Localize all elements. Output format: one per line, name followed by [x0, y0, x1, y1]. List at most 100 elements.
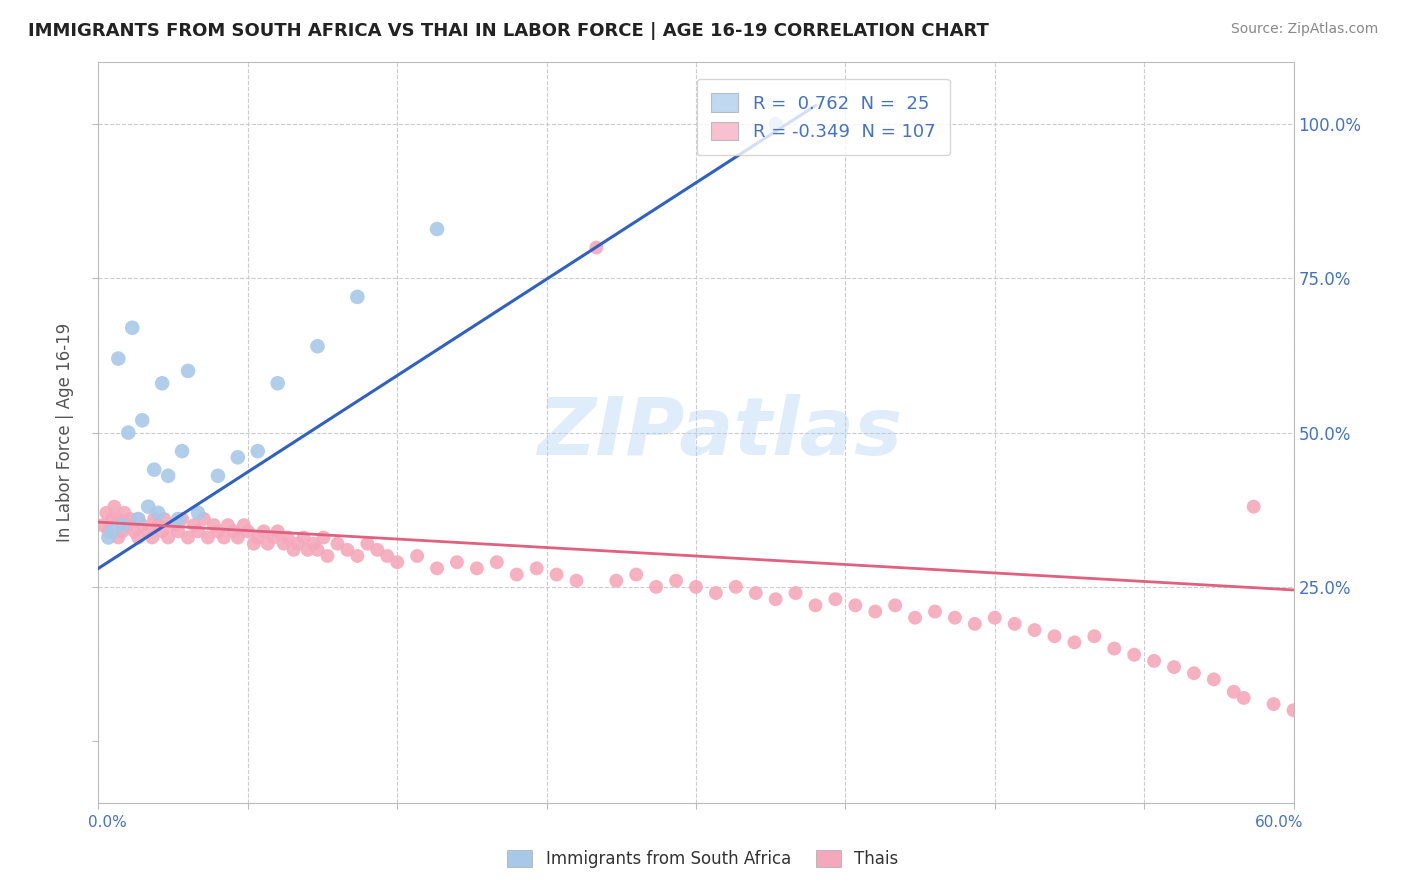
Point	[307, 542, 329, 557]
Point	[101, 512, 124, 526]
Point	[167, 512, 190, 526]
Point	[426, 561, 449, 575]
Point	[346, 549, 368, 563]
Point	[101, 524, 124, 539]
Point	[127, 512, 149, 526]
Point	[704, 586, 727, 600]
Point	[141, 531, 163, 545]
Point	[865, 605, 887, 619]
Point	[217, 518, 239, 533]
Legend: R =  0.762  N =  25, R = -0.349  N = 107: R = 0.762 N = 25, R = -0.349 N = 107	[697, 78, 950, 155]
Point	[103, 500, 125, 514]
Point	[177, 531, 200, 545]
Point	[884, 599, 907, 613]
Point	[96, 506, 118, 520]
Point	[267, 524, 290, 539]
Point	[297, 542, 319, 557]
Point	[153, 512, 176, 526]
Point	[91, 518, 114, 533]
Point	[1063, 635, 1085, 649]
Point	[1182, 666, 1205, 681]
Point	[336, 542, 359, 557]
Point	[526, 561, 548, 575]
Point	[1263, 697, 1285, 711]
Point	[645, 580, 668, 594]
Point	[267, 376, 290, 391]
Point	[356, 536, 378, 550]
Point	[326, 536, 349, 550]
Point	[1024, 623, 1046, 637]
Point	[844, 599, 866, 613]
Point	[143, 512, 166, 526]
Point	[107, 512, 129, 526]
Point	[406, 549, 429, 563]
Point	[136, 500, 159, 514]
Point	[745, 586, 768, 600]
Point	[273, 536, 295, 550]
Point	[565, 574, 588, 588]
Point	[263, 531, 285, 545]
Point	[107, 351, 129, 366]
Point	[193, 512, 215, 526]
Point	[824, 592, 846, 607]
Point	[277, 531, 299, 545]
Text: 60.0%: 60.0%	[1256, 815, 1303, 830]
Point	[626, 567, 648, 582]
Point	[143, 462, 166, 476]
Point	[485, 555, 508, 569]
Point	[924, 605, 946, 619]
Point	[232, 518, 254, 533]
Point	[765, 117, 787, 131]
Point	[256, 536, 278, 550]
Point	[1282, 703, 1305, 717]
Point	[605, 574, 627, 588]
Point	[1202, 673, 1225, 687]
Point	[1123, 648, 1146, 662]
Point	[131, 413, 153, 427]
Point	[97, 524, 120, 539]
Point	[148, 518, 170, 533]
Point	[157, 468, 180, 483]
Point	[804, 599, 827, 613]
Point	[685, 580, 707, 594]
Point	[1083, 629, 1105, 643]
Point	[785, 586, 807, 600]
Point	[172, 512, 194, 526]
Point	[1223, 685, 1246, 699]
Text: Source: ZipAtlas.com: Source: ZipAtlas.com	[1230, 22, 1378, 37]
Point	[112, 506, 135, 520]
Point	[222, 524, 245, 539]
Point	[585, 240, 607, 255]
Point	[121, 320, 143, 334]
Point	[97, 531, 120, 545]
Point	[1004, 616, 1026, 631]
Point	[136, 524, 159, 539]
Point	[346, 290, 368, 304]
Point	[202, 518, 225, 533]
Point	[366, 542, 388, 557]
Point	[316, 549, 339, 563]
Point	[127, 531, 149, 545]
Point	[1243, 500, 1265, 514]
Point	[446, 555, 468, 569]
Point	[1043, 629, 1066, 643]
Point	[167, 524, 190, 539]
Point	[197, 531, 219, 545]
Point	[111, 518, 134, 533]
Point	[1233, 690, 1256, 705]
Point	[187, 506, 209, 520]
Point	[765, 592, 787, 607]
Point	[312, 531, 335, 545]
Point	[187, 524, 209, 539]
Point	[963, 616, 986, 631]
Legend: Immigrants from South Africa, Thais: Immigrants from South Africa, Thais	[501, 843, 905, 875]
Point	[172, 444, 194, 458]
Point	[148, 506, 170, 520]
Point	[546, 567, 568, 582]
Point	[124, 524, 146, 539]
Point	[283, 542, 305, 557]
Point	[226, 450, 249, 465]
Text: ZIPatlas: ZIPatlas	[537, 393, 903, 472]
Point	[1163, 660, 1185, 674]
Point	[226, 531, 249, 545]
